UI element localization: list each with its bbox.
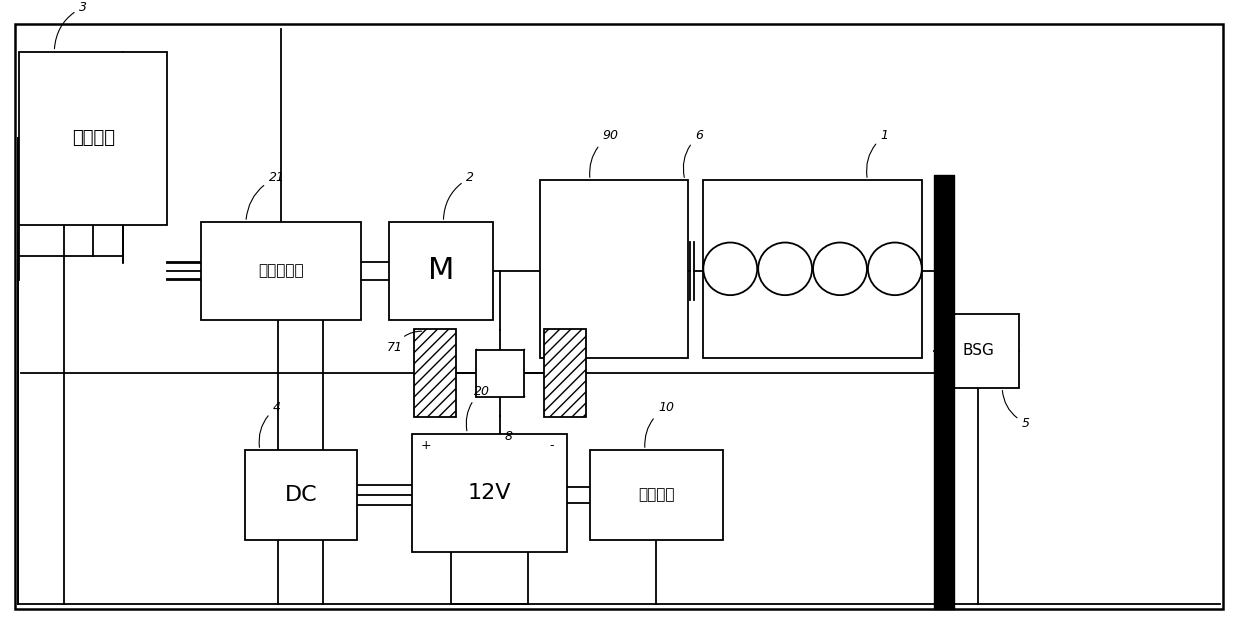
Bar xyxy=(389,222,493,319)
Bar xyxy=(540,180,688,358)
Text: +: + xyxy=(420,439,431,452)
Text: 第二控制器: 第二控制器 xyxy=(258,263,304,278)
Text: 1: 1 xyxy=(866,129,888,177)
Bar xyxy=(703,180,922,358)
Circle shape xyxy=(869,243,922,295)
Text: 10: 10 xyxy=(644,401,674,447)
Bar xyxy=(476,349,524,396)
Bar xyxy=(937,314,1020,388)
Text: 低压电器: 低压电器 xyxy=(638,487,675,502)
Circle shape xyxy=(704,243,757,295)
Text: DC: DC xyxy=(285,485,317,505)
Text: 21: 21 xyxy=(247,171,285,219)
Text: 12V: 12V xyxy=(468,483,512,503)
Text: 5: 5 xyxy=(1002,391,1030,430)
Text: 4: 4 xyxy=(259,401,281,447)
Text: 8: 8 xyxy=(504,430,512,442)
Circle shape xyxy=(813,243,867,295)
Bar xyxy=(415,329,456,417)
Text: 2: 2 xyxy=(444,171,475,219)
Circle shape xyxy=(758,243,812,295)
Bar xyxy=(413,434,567,552)
Text: BSG: BSG xyxy=(963,343,994,358)
Bar xyxy=(245,450,357,540)
Text: 90: 90 xyxy=(590,129,618,177)
Bar xyxy=(20,52,167,225)
Text: 动力电池: 动力电池 xyxy=(72,129,115,147)
Text: -: - xyxy=(549,439,554,452)
Text: 3: 3 xyxy=(55,1,87,49)
Bar xyxy=(544,329,586,417)
Text: M: M xyxy=(427,256,453,285)
Text: 71: 71 xyxy=(387,331,421,354)
Bar xyxy=(590,450,722,540)
Bar xyxy=(201,222,361,319)
Text: 6: 6 xyxy=(684,129,703,177)
Text: 20: 20 xyxy=(466,384,491,431)
